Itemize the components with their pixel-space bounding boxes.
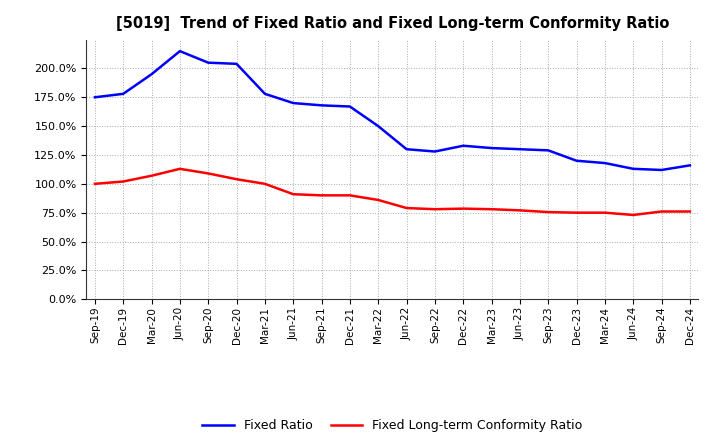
- Fixed Ratio: [176, 48, 184, 54]
- Fixed Ratio: [657, 167, 666, 172]
- Fixed Ratio: [289, 100, 297, 106]
- Fixed Long-term Conformity Ratio: [431, 206, 439, 212]
- Fixed Ratio: [148, 72, 156, 77]
- Fixed Long-term Conformity Ratio: [91, 181, 99, 187]
- Fixed Long-term Conformity Ratio: [516, 208, 524, 213]
- Fixed Ratio: [629, 166, 637, 172]
- Fixed Ratio: [431, 149, 439, 154]
- Fixed Ratio: [119, 91, 127, 96]
- Fixed Long-term Conformity Ratio: [600, 210, 609, 215]
- Fixed Ratio: [233, 61, 241, 66]
- Fixed Ratio: [204, 60, 212, 65]
- Fixed Ratio: [600, 161, 609, 166]
- Fixed Ratio: [374, 124, 382, 129]
- Fixed Long-term Conformity Ratio: [318, 193, 326, 198]
- Fixed Long-term Conformity Ratio: [402, 205, 411, 211]
- Fixed Long-term Conformity Ratio: [629, 213, 637, 218]
- Fixed Long-term Conformity Ratio: [148, 173, 156, 178]
- Fixed Long-term Conformity Ratio: [261, 181, 269, 187]
- Fixed Long-term Conformity Ratio: [346, 193, 354, 198]
- Fixed Ratio: [91, 95, 99, 100]
- Fixed Long-term Conformity Ratio: [544, 209, 552, 215]
- Fixed Long-term Conformity Ratio: [572, 210, 581, 215]
- Fixed Ratio: [487, 145, 496, 150]
- Fixed Long-term Conformity Ratio: [685, 209, 694, 214]
- Fixed Long-term Conformity Ratio: [289, 191, 297, 197]
- Fixed Long-term Conformity Ratio: [459, 206, 467, 211]
- Fixed Long-term Conformity Ratio: [119, 179, 127, 184]
- Line: Fixed Long-term Conformity Ratio: Fixed Long-term Conformity Ratio: [95, 169, 690, 215]
- Fixed Long-term Conformity Ratio: [374, 197, 382, 202]
- Fixed Ratio: [685, 163, 694, 168]
- Fixed Long-term Conformity Ratio: [487, 206, 496, 212]
- Line: Fixed Ratio: Fixed Ratio: [95, 51, 690, 170]
- Fixed Ratio: [459, 143, 467, 148]
- Fixed Ratio: [346, 104, 354, 109]
- Fixed Ratio: [318, 103, 326, 108]
- Fixed Long-term Conformity Ratio: [233, 176, 241, 182]
- Fixed Long-term Conformity Ratio: [657, 209, 666, 214]
- Fixed Ratio: [572, 158, 581, 163]
- Fixed Ratio: [544, 148, 552, 153]
- Title: [5019]  Trend of Fixed Ratio and Fixed Long-term Conformity Ratio: [5019] Trend of Fixed Ratio and Fixed Lo…: [116, 16, 669, 32]
- Fixed Ratio: [516, 147, 524, 152]
- Fixed Ratio: [261, 91, 269, 96]
- Fixed Long-term Conformity Ratio: [204, 171, 212, 176]
- Legend: Fixed Ratio, Fixed Long-term Conformity Ratio: Fixed Ratio, Fixed Long-term Conformity …: [197, 414, 588, 437]
- Fixed Ratio: [402, 147, 411, 152]
- Fixed Long-term Conformity Ratio: [176, 166, 184, 172]
